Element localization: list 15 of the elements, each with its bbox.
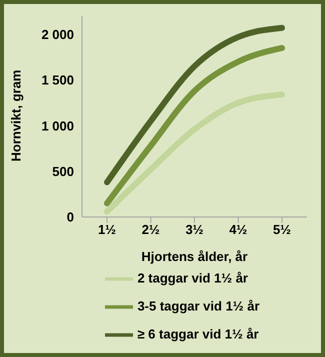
x-tick-label: 4½	[229, 222, 248, 238]
x-tick-label: 5½	[272, 222, 292, 238]
y-axis-title: Hornvikt, gram	[8, 70, 24, 162]
y-tick-label: 0	[66, 210, 74, 225]
y-tick-label: 1 500	[41, 72, 74, 88]
legend-label: 2 taggar vid 1½ år	[137, 270, 248, 286]
y-tick-label: 1 000	[41, 118, 74, 134]
y-tick-label: 500	[52, 164, 74, 179]
legend-label: ≥ 6 taggar vid 1½ år	[137, 326, 259, 342]
y-tick-label: 2 000	[41, 26, 74, 42]
x-tick-label: 2½	[142, 222, 160, 238]
x-axis-title: Hjortens ålder, år	[141, 249, 248, 264]
legend-label: 3-5 taggar vid 1½ år	[137, 298, 260, 314]
x-tick-label: 1½	[98, 222, 116, 238]
x-tick-label: 3½	[185, 222, 204, 238]
